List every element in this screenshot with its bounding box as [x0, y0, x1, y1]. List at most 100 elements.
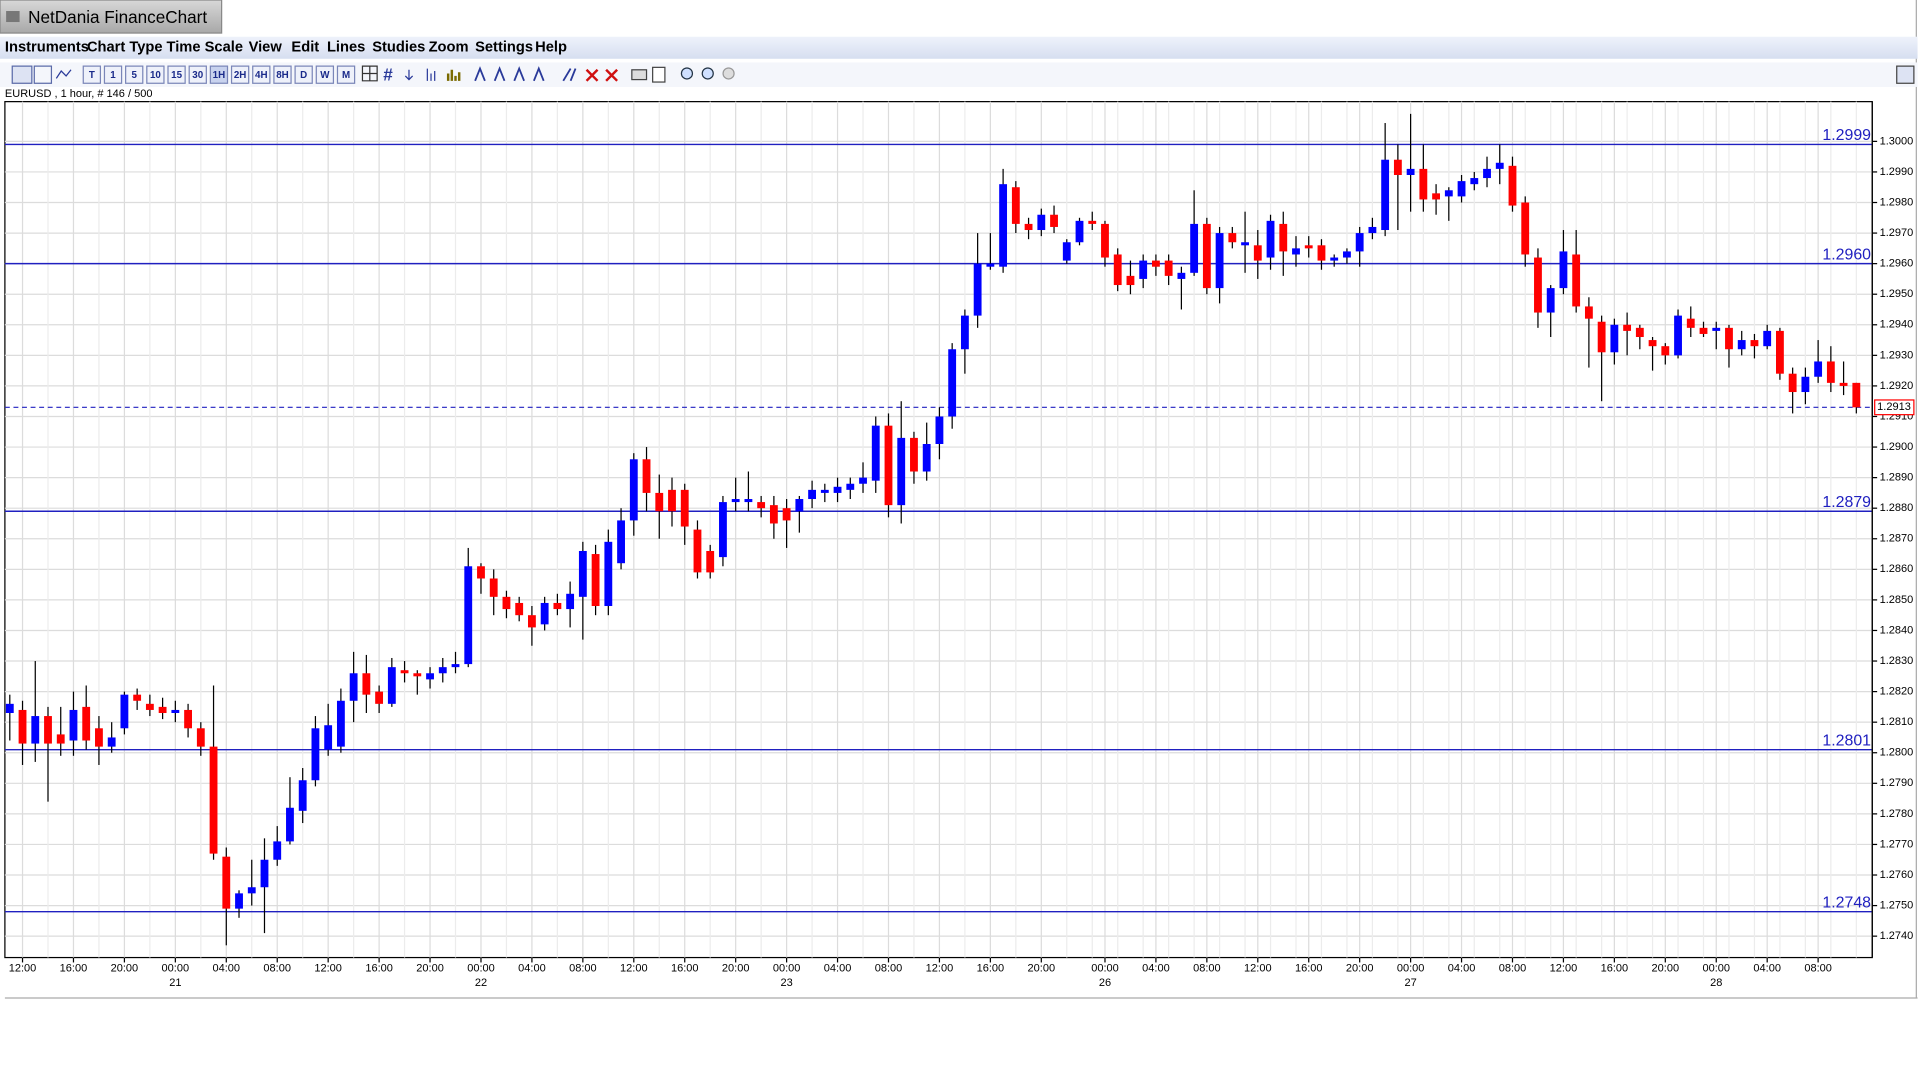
candle-body — [1559, 251, 1568, 289]
candle-body — [1330, 257, 1339, 261]
tool-button[interactable] — [680, 67, 694, 80]
timescale-label[interactable]: 8H — [276, 70, 289, 81]
tool-button[interactable] — [1896, 65, 1915, 84]
candle-body — [910, 437, 918, 472]
timescale-label[interactable]: 4H — [255, 70, 268, 81]
menu-item[interactable]: Time Scale — [167, 40, 243, 56]
candle-body — [120, 694, 129, 729]
tool-button[interactable] — [361, 65, 378, 82]
timescale-button[interactable] — [230, 65, 250, 84]
candle-body — [324, 725, 333, 750]
menu-item[interactable]: Instruments — [5, 40, 89, 56]
candle-body — [655, 492, 664, 512]
candle-body — [1241, 242, 1249, 246]
timescale-button[interactable] — [125, 65, 144, 84]
candle-body — [1470, 178, 1479, 185]
tool-button[interactable] — [426, 68, 436, 81]
tool-button[interactable] — [11, 65, 33, 84]
tool-button[interactable] — [562, 68, 577, 82]
candle-body — [5, 703, 14, 714]
menu-item[interactable]: Help — [535, 40, 567, 56]
x-tick-label: 00:00 — [162, 962, 190, 974]
tool-button[interactable] — [701, 67, 714, 80]
menu-item[interactable]: Settings — [475, 40, 533, 56]
x-tick-label: 08:00 — [569, 962, 597, 974]
timescale-button[interactable] — [103, 65, 123, 84]
timescale-button[interactable] — [294, 65, 313, 84]
tool-button[interactable] — [722, 67, 735, 80]
x-tick-label: 00:00 — [1091, 962, 1119, 974]
tool-button[interactable] — [652, 66, 666, 83]
candle-body — [1686, 318, 1695, 328]
x-tick-label: 08:00 — [263, 962, 291, 974]
x-tick-label: 04:00 — [1142, 962, 1170, 974]
candle-body — [1661, 346, 1670, 356]
candle-body — [1202, 223, 1211, 289]
timescale-button[interactable] — [315, 65, 335, 84]
candle-body — [1292, 248, 1300, 255]
timescale-button[interactable] — [146, 65, 165, 84]
app-icon — [6, 11, 20, 23]
menu-item[interactable]: Zoom — [429, 40, 469, 56]
timescale-label[interactable]: W — [320, 70, 330, 81]
tool-button[interactable] — [474, 66, 545, 82]
candle-body — [1483, 168, 1491, 179]
menu-item[interactable]: View — [249, 40, 283, 56]
tool-button[interactable] — [33, 65, 53, 84]
timescale-button[interactable] — [82, 65, 102, 84]
timescale-label[interactable]: 2H — [234, 70, 247, 81]
x-date-label: 23 — [780, 977, 792, 989]
tool-button[interactable] — [585, 68, 599, 82]
candle-body — [209, 746, 218, 854]
candle-body — [349, 673, 358, 701]
x-tick-label: 08:00 — [1193, 962, 1221, 974]
candle-body — [884, 425, 893, 506]
menu-item[interactable]: Chart Type — [87, 40, 163, 56]
timescale-label[interactable]: 10 — [150, 70, 161, 81]
y-tick-label: 1.2830 — [1880, 655, 1914, 667]
candle-body — [1050, 214, 1058, 227]
timescale-button[interactable] — [336, 65, 356, 84]
candle-body — [782, 508, 791, 521]
candle-body — [871, 425, 880, 481]
candle-body — [515, 602, 524, 616]
y-tick-label: 1.2920 — [1880, 380, 1914, 392]
timescale-label[interactable]: 5 — [131, 70, 137, 81]
chart-info: EURUSD , 1 hour, # 146 / 500 — [5, 88, 153, 100]
candle-body — [1432, 193, 1440, 200]
x-tick-label: 00:00 — [467, 962, 495, 974]
timescale-button[interactable] — [188, 65, 207, 84]
tool-button[interactable] — [55, 69, 72, 79]
tool-button[interactable] — [631, 69, 648, 81]
timescale-label[interactable]: D — [300, 70, 307, 81]
candle-body — [1304, 245, 1313, 249]
candle-body — [362, 673, 371, 695]
timescale-button[interactable] — [167, 65, 186, 84]
candle-body — [808, 489, 816, 500]
timescale-label[interactable]: 1 — [110, 70, 116, 81]
timescale-label[interactable]: M — [342, 70, 350, 81]
y-tick-label: 1.2780 — [1880, 808, 1914, 820]
tool-button[interactable] — [446, 69, 461, 81]
menu-item[interactable]: Lines — [327, 40, 365, 56]
candle-body — [1699, 327, 1708, 334]
timescale-button[interactable] — [209, 65, 229, 84]
menu-item[interactable]: Studies — [372, 40, 425, 56]
y-tick-label: 1.2740 — [1880, 930, 1914, 942]
x-date-label: 26 — [1099, 977, 1111, 989]
candle-body — [986, 263, 995, 267]
toolbar: # T 1 5 10 15 30 1H 2H 4H 8H D W M — [0, 62, 1918, 87]
timescale-label[interactable]: 30 — [192, 70, 203, 81]
timescale-label[interactable]: 15 — [171, 70, 182, 81]
tool-button[interactable]: # — [383, 64, 393, 84]
timescale-button[interactable] — [273, 65, 292, 84]
timescale-button[interactable] — [252, 65, 271, 84]
tool-button[interactable] — [404, 69, 414, 81]
tool-button[interactable] — [605, 68, 619, 82]
menu-item[interactable]: Edit — [291, 40, 319, 56]
timescale-label[interactable]: T — [89, 70, 95, 81]
candle-body — [1852, 382, 1861, 408]
timescale-label[interactable]: 1H — [213, 70, 226, 81]
candle-body — [413, 673, 422, 677]
level-label: 1.2999 — [1822, 127, 1871, 144]
